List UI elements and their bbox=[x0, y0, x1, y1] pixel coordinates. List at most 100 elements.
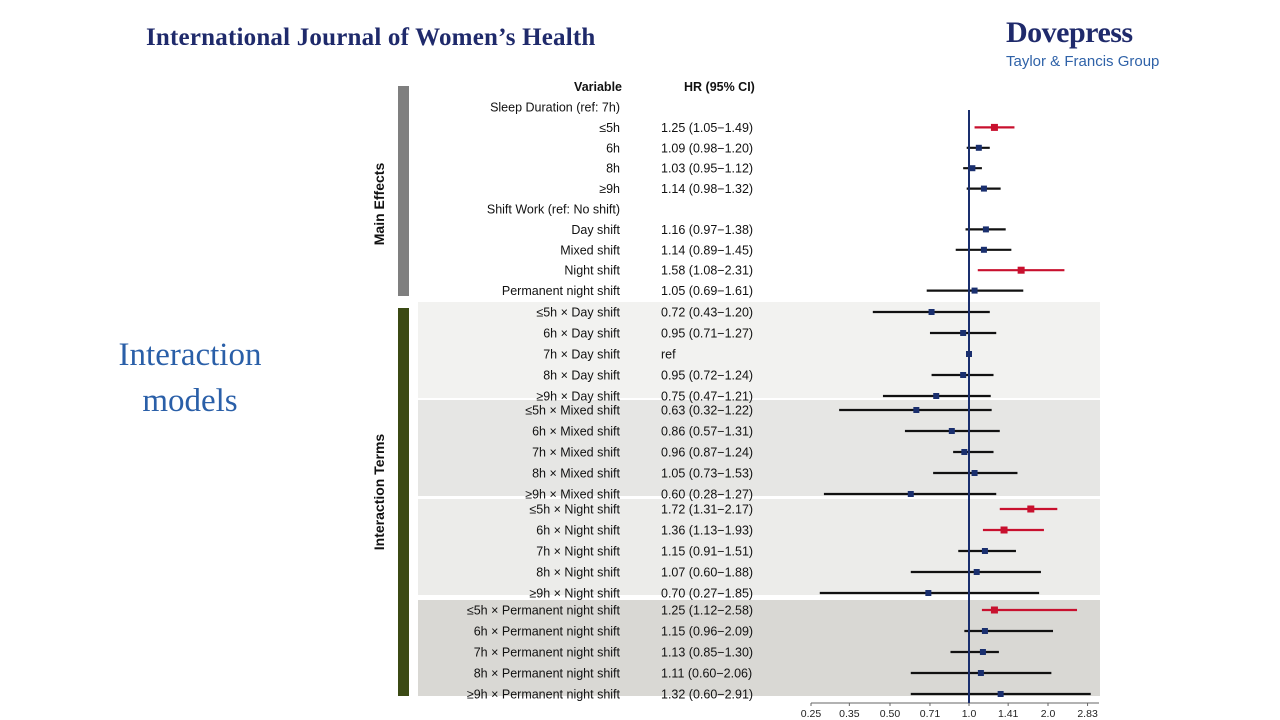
interaction-block-bg bbox=[418, 499, 1100, 595]
row-hr-text: 0.63 (0.32−1.22) bbox=[661, 404, 753, 418]
row-hr-text: 1.25 (1.05−1.49) bbox=[661, 121, 753, 135]
row-hr-text: 1.14 (0.98−1.32) bbox=[661, 182, 753, 196]
x-tick-label: 0.25 bbox=[801, 708, 822, 720]
row-label: 8h × Night shift bbox=[536, 566, 620, 580]
row-label: ≤5h × Night shift bbox=[529, 503, 620, 517]
row-label: ≤5h bbox=[599, 121, 620, 135]
row-hr-text: 1.14 (0.89−1.45) bbox=[661, 243, 753, 257]
column-header-hr: HR (95% CI) bbox=[684, 80, 755, 94]
data-point bbox=[1027, 505, 1035, 513]
x-tick-label: 0.71 bbox=[920, 708, 941, 720]
data-point bbox=[980, 246, 987, 253]
row-hr-text: 1.32 (0.60−2.91) bbox=[661, 688, 753, 702]
data-point bbox=[977, 670, 984, 676]
data-point bbox=[971, 470, 978, 476]
row-label: 7h × Day shift bbox=[543, 348, 620, 362]
group-bar-interaction-terms bbox=[398, 308, 409, 696]
data-point bbox=[990, 606, 998, 614]
data-point bbox=[961, 449, 968, 455]
row-hr-text: 0.75 (0.47−1.21) bbox=[661, 390, 753, 404]
row-hr-text: 1.16 (0.97−1.38) bbox=[661, 223, 753, 237]
interaction-block-bg bbox=[418, 302, 1100, 398]
row-hr-text: 1.05 (0.69−1.61) bbox=[661, 284, 753, 298]
row-label: ≤5h × Permanent night shift bbox=[467, 604, 621, 618]
publisher-group: Taylor & Francis Group bbox=[1006, 53, 1160, 70]
data-point bbox=[997, 691, 1004, 697]
slide-title: Interaction models bbox=[70, 332, 310, 424]
data-point bbox=[973, 569, 980, 575]
data-point bbox=[971, 287, 978, 294]
row-label: 8h × Day shift bbox=[543, 369, 620, 383]
row-hr-text: 1.05 (0.73−1.53) bbox=[661, 467, 753, 481]
row-hr-text: 1.07 (0.60−1.88) bbox=[661, 566, 753, 580]
data-point bbox=[969, 165, 976, 172]
row-label: 7h × Permanent night shift bbox=[474, 646, 621, 660]
row-label: Night shift bbox=[564, 264, 620, 278]
row-hr-text: 1.72 (1.31−2.17) bbox=[661, 503, 753, 517]
x-tick-label: 0.35 bbox=[839, 708, 860, 720]
x-tick-label: 1.0 bbox=[962, 708, 977, 720]
row-hr-text: 1.03 (0.95−1.12) bbox=[661, 162, 753, 176]
data-point bbox=[960, 330, 967, 336]
interaction-block-bg bbox=[418, 400, 1100, 496]
x-tick-label: 2.83 bbox=[1077, 708, 1098, 720]
data-point bbox=[980, 185, 987, 192]
row-hr-text: ref bbox=[661, 348, 676, 362]
row-label: 8h × Permanent night shift bbox=[474, 667, 621, 681]
x-tick-label: 0.50 bbox=[880, 708, 901, 720]
data-point bbox=[979, 649, 986, 655]
row-label: ≥9h × Night shift bbox=[529, 587, 620, 601]
data-point bbox=[928, 309, 935, 315]
row-hr-text: 0.60 (0.28−1.27) bbox=[661, 488, 753, 502]
row-label: 6h × Mixed shift bbox=[532, 425, 620, 439]
slide-title-line-2: models bbox=[142, 383, 238, 419]
row-hr-text: 1.36 (1.13−1.93) bbox=[661, 524, 753, 538]
data-point bbox=[990, 123, 998, 131]
data-point bbox=[981, 628, 988, 634]
data-point bbox=[925, 590, 932, 596]
row-hr-text: 1.11 (0.60−2.06) bbox=[661, 667, 752, 681]
data-point bbox=[975, 144, 982, 151]
row-label: Day shift bbox=[571, 223, 620, 237]
row-label: 8h bbox=[606, 162, 620, 176]
row-label: ≥9h bbox=[599, 182, 620, 196]
row-hr-text: 1.15 (0.91−1.51) bbox=[661, 545, 753, 559]
data-point bbox=[960, 372, 967, 378]
row-label: ≥9h × Mixed shift bbox=[525, 488, 620, 502]
row-hr-text: 0.95 (0.71−1.27) bbox=[661, 327, 753, 341]
interaction-block-bg bbox=[418, 600, 1100, 696]
column-header-variable: Variable bbox=[574, 80, 622, 94]
group-label-interaction-terms: Interaction Terms bbox=[371, 434, 387, 551]
row-label: 7h × Mixed shift bbox=[532, 446, 620, 460]
data-point bbox=[948, 428, 955, 434]
slide-title-line-1: Interaction bbox=[118, 337, 262, 373]
row-label: 8h × Mixed shift bbox=[532, 467, 620, 481]
row-label: ≥9h × Day shift bbox=[536, 390, 620, 404]
row-hr-text: 1.13 (0.85−1.30) bbox=[661, 646, 753, 660]
journal-title: International Journal of Women’s Health bbox=[146, 24, 596, 51]
data-point bbox=[981, 548, 988, 554]
group-label-main-effects: Main Effects bbox=[371, 163, 387, 246]
row-label: 6h × Day shift bbox=[543, 327, 620, 341]
row-hr-text: 0.96 (0.87−1.24) bbox=[661, 446, 753, 460]
row-label: Permanent night shift bbox=[502, 284, 621, 298]
row-hr-text: 1.15 (0.96−2.09) bbox=[661, 625, 753, 639]
row-hr-text: 0.86 (0.57−1.31) bbox=[661, 425, 753, 439]
data-point bbox=[933, 393, 940, 399]
row-hr-text: 0.72 (0.43−1.20) bbox=[661, 306, 753, 320]
row-label: Mixed shift bbox=[560, 243, 620, 257]
row-hr-text: 1.09 (0.98−1.20) bbox=[661, 141, 753, 155]
data-point bbox=[907, 491, 914, 497]
row-hr-text: 0.95 (0.72−1.24) bbox=[661, 369, 753, 383]
row-label: 6h bbox=[606, 141, 620, 155]
x-tick-label: 2.0 bbox=[1041, 708, 1056, 720]
row-label: ≤5h × Day shift bbox=[536, 306, 620, 320]
data-point bbox=[982, 226, 989, 233]
row-hr-text: 1.25 (1.12−2.58) bbox=[661, 604, 753, 618]
publisher-logo: Dovepress bbox=[1006, 16, 1133, 49]
data-point bbox=[1017, 266, 1025, 274]
row-header-label: Shift Work (ref: No shift) bbox=[487, 203, 620, 217]
row-label: ≤5h × Mixed shift bbox=[525, 404, 620, 418]
row-label: 7h × Night shift bbox=[536, 545, 620, 559]
